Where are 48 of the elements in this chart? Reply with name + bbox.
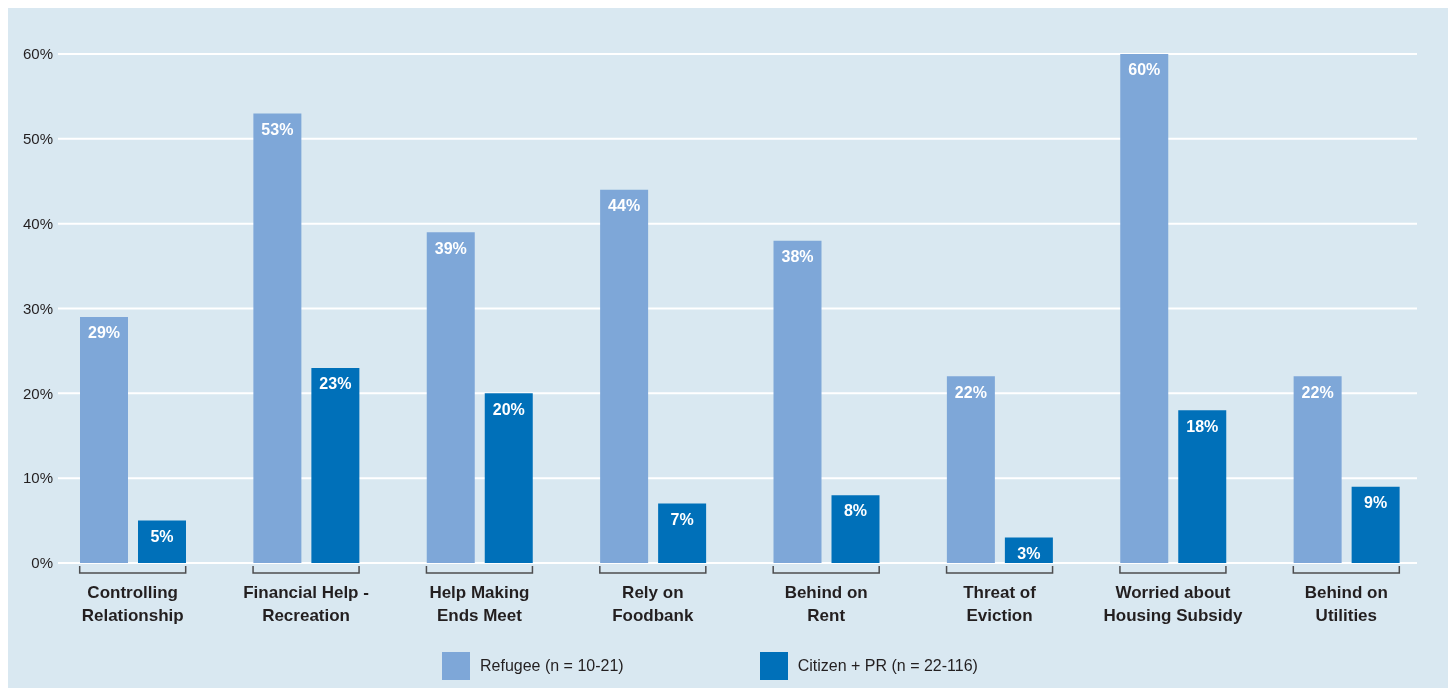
x-tick-label: Rely on Foodbank	[612, 583, 694, 625]
y-tick-label: 50%	[22, 130, 53, 148]
bar	[1351, 486, 1400, 563]
y-tick-label: 0%	[31, 554, 53, 572]
bar	[253, 113, 302, 563]
bar	[600, 189, 649, 563]
data-label: 38%	[781, 247, 814, 265]
bar	[311, 367, 360, 563]
y-tick-label: 60%	[22, 45, 53, 63]
data-label: 22%	[954, 383, 987, 401]
data-label: 18%	[1186, 417, 1219, 435]
data-label: 44%	[608, 197, 641, 215]
data-label: 8%	[843, 502, 868, 520]
x-tick-label: Behind on Rent	[784, 583, 868, 625]
data-label: 60%	[1128, 61, 1161, 79]
bar	[1120, 54, 1169, 563]
x-tick-label: Worried about Housing Subsidy	[1103, 583, 1243, 625]
y-tick-label: 30%	[22, 299, 53, 317]
y-tick-label: 20%	[22, 384, 53, 402]
y-tick-label: 10%	[22, 469, 53, 487]
data-label: 29%	[87, 324, 121, 342]
data-label: 20%	[492, 400, 525, 418]
bar	[946, 376, 995, 563]
x-tick-label: Behind on Utilities	[1304, 583, 1388, 625]
bar	[80, 316, 128, 563]
bar	[138, 520, 186, 563]
legend-label: Citizen + PR (n = 22-116)	[797, 657, 978, 675]
data-label: 53%	[261, 120, 294, 138]
legend-label: Refugee (n = 10-21)	[480, 657, 624, 675]
x-tick-label: Controlling Relationship	[81, 583, 184, 625]
x-tick-label: Financial Help - Recreation	[243, 583, 369, 625]
data-label: 3%	[1017, 544, 1041, 562]
bar	[658, 503, 707, 563]
data-label: 22%	[1301, 383, 1334, 401]
data-label: 7%	[670, 510, 694, 528]
x-tick-label: Help Making Ends Meet	[429, 583, 530, 625]
bar	[1178, 410, 1227, 563]
bar	[484, 393, 533, 563]
data-label: 23%	[319, 375, 352, 393]
bar	[1293, 376, 1342, 563]
bar	[426, 232, 475, 563]
x-tick-label: Threat of Eviction	[963, 583, 1037, 625]
bar	[831, 495, 880, 563]
y-tick-label: 40%	[22, 214, 53, 232]
data-label: 9%	[1364, 494, 1388, 512]
data-label: 5%	[150, 527, 174, 545]
data-label: 39%	[434, 239, 467, 257]
bar	[773, 240, 822, 563]
